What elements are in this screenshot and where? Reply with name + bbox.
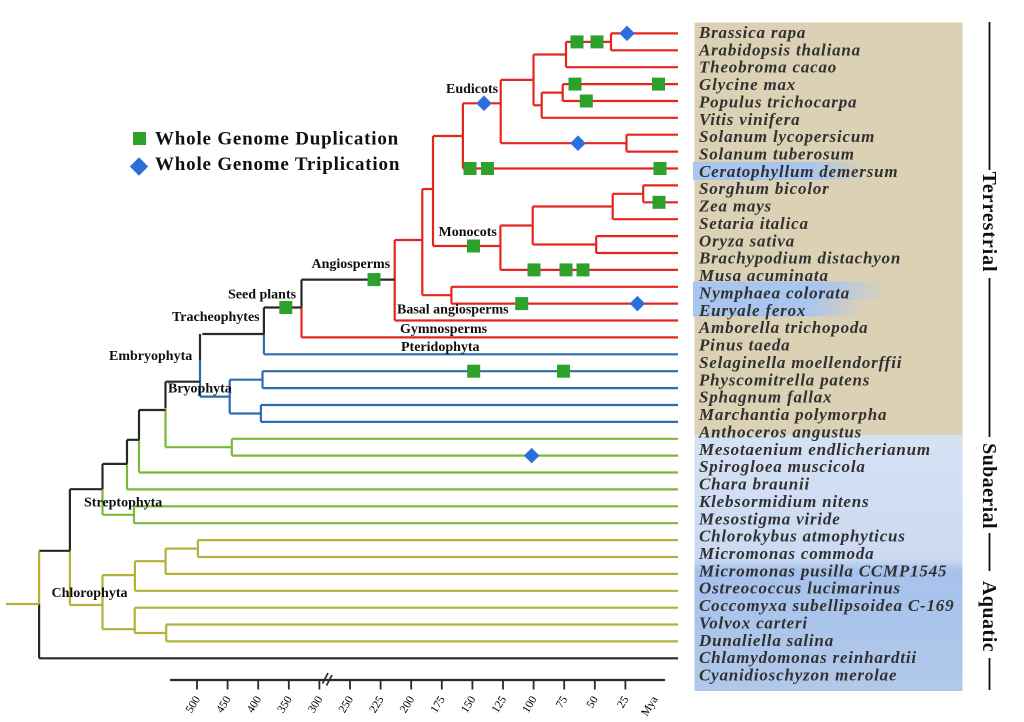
svg-text:Basal angiosperms: Basal angiosperms <box>397 303 509 318</box>
svg-text:Sorghum bicolor: Sorghum bicolor <box>699 179 830 198</box>
svg-text:Aquatic: Aquatic <box>978 581 1000 652</box>
svg-text:Seed plants: Seed plants <box>228 288 297 303</box>
svg-text:Sphagnum fallax: Sphagnum fallax <box>699 388 832 407</box>
svg-text:Coccomyxa subellipsoidea C-169: Coccomyxa subellipsoidea C-169 <box>699 596 954 615</box>
svg-text:Embryophyta: Embryophyta <box>109 349 192 364</box>
svg-text:Vitis vinifera: Vitis vinifera <box>699 110 800 129</box>
svg-text:Glycine max: Glycine max <box>699 75 796 94</box>
svg-text:Pinus taeda: Pinus taeda <box>698 336 790 355</box>
svg-text:Euryale ferox: Euryale ferox <box>698 301 806 320</box>
svg-text:Whole Genome Duplication: Whole Genome Duplication <box>155 129 399 150</box>
svg-text:Pteridophyta: Pteridophyta <box>401 340 480 355</box>
svg-text:Gymnosperms: Gymnosperms <box>400 322 488 337</box>
svg-text:Ceratophyllum demersum: Ceratophyllum demersum <box>699 162 898 181</box>
svg-text:50: 50 <box>585 694 601 710</box>
svg-text:Monocots: Monocots <box>439 225 498 240</box>
svg-text:Cyanidioschyzon merolae: Cyanidioschyzon merolae <box>699 666 897 685</box>
svg-text:Subaerial: Subaerial <box>978 443 1000 529</box>
svg-text:Theobroma cacao: Theobroma cacao <box>699 58 837 77</box>
svg-text:Terrestrial: Terrestrial <box>978 172 1000 273</box>
svg-text:Angiosperms: Angiosperms <box>312 257 391 272</box>
svg-text:Nymphaea colorata: Nymphaea colorata <box>698 283 850 302</box>
svg-text:Marchantia polymorpha: Marchantia polymorpha <box>698 405 887 424</box>
svg-text:Brassica rapa: Brassica rapa <box>698 23 806 42</box>
svg-text:Arabidopsis thaliana: Arabidopsis thaliana <box>698 40 861 59</box>
svg-text:Zea mays: Zea mays <box>698 197 772 216</box>
svg-text:Musa acuminata: Musa acuminata <box>698 266 829 285</box>
svg-text:Amborella trichopoda: Amborella trichopoda <box>698 318 868 337</box>
svg-text:Klebsormidium nitens: Klebsormidium nitens <box>698 492 869 511</box>
svg-text:Setaria italica: Setaria italica <box>699 214 809 233</box>
svg-text:Streptophyta: Streptophyta <box>84 496 162 511</box>
svg-text:Mesotaenium endlicherianum: Mesotaenium endlicherianum <box>698 440 931 459</box>
svg-text:Volvox carteri: Volvox carteri <box>699 614 808 633</box>
svg-text:Spirogloea muscicola: Spirogloea muscicola <box>699 457 866 476</box>
svg-text:Micromonas commoda: Micromonas commoda <box>698 544 874 563</box>
svg-text:Micromonas pusilla CCMP1545: Micromonas pusilla CCMP1545 <box>698 561 947 580</box>
svg-text:Populus trichocarpa: Populus trichocarpa <box>698 92 857 111</box>
svg-text:Chara braunii: Chara braunii <box>699 475 810 494</box>
svg-text:Solanum lycopersicum: Solanum lycopersicum <box>699 127 875 146</box>
svg-text:Oryza sativa: Oryza sativa <box>699 231 795 250</box>
svg-text:Ostreococcus lucimarinus: Ostreococcus lucimarinus <box>699 579 901 598</box>
svg-text:Selaginella moellendorffii: Selaginella moellendorffii <box>699 353 902 372</box>
svg-text:Anthoceros angustus: Anthoceros angustus <box>698 422 862 441</box>
svg-text:Chlorokybus atmophyticus: Chlorokybus atmophyticus <box>699 527 906 546</box>
svg-text:Chlamydomonas reinhardtii: Chlamydomonas reinhardtii <box>699 648 917 667</box>
svg-text:Physcomitrella patens: Physcomitrella patens <box>698 370 870 389</box>
svg-text:Bryophyta: Bryophyta <box>168 382 232 397</box>
svg-text:Eudicots: Eudicots <box>446 82 499 97</box>
svg-text:Whole Genome Triplication: Whole Genome Triplication <box>155 154 400 175</box>
svg-text:Dunaliella salina: Dunaliella salina <box>698 631 834 650</box>
svg-text:Solanum tuberosum: Solanum tuberosum <box>699 145 855 164</box>
svg-text:Chlorophyta: Chlorophyta <box>52 586 128 601</box>
svg-text:Mesostigma viride: Mesostigma viride <box>698 509 841 528</box>
svg-text:Tracheophytes: Tracheophytes <box>172 310 260 325</box>
svg-text:Brachypodium distachyon: Brachypodium distachyon <box>698 249 901 268</box>
